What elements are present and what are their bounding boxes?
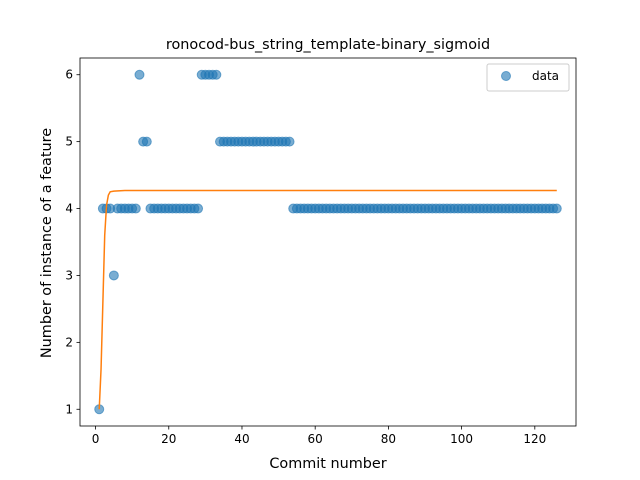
x-axis-label: Commit number xyxy=(269,456,386,472)
y-tick-label: 3 xyxy=(65,268,73,282)
data-point xyxy=(284,136,295,147)
data-point xyxy=(134,69,145,80)
x-tick-label: 20 xyxy=(161,432,176,446)
y-tick-label: 6 xyxy=(65,68,73,82)
data-point xyxy=(551,203,562,214)
x-tick-label: 80 xyxy=(381,432,396,446)
y-tick-label: 2 xyxy=(65,335,73,349)
x-tick-label: 60 xyxy=(308,432,323,446)
legend-marker-data xyxy=(501,71,511,81)
x-tick-label: 120 xyxy=(523,432,546,446)
data-point xyxy=(211,69,222,80)
y-tick-label: 5 xyxy=(65,135,73,149)
data-point xyxy=(108,270,119,281)
legend-label-data: data xyxy=(532,69,559,83)
x-tick-label: 40 xyxy=(234,432,249,446)
data-point xyxy=(193,203,204,214)
chart-title: ronocod-bus_string_template-binary_sigmo… xyxy=(166,37,490,53)
data-point xyxy=(130,203,141,214)
legend-box xyxy=(486,63,570,92)
data-point xyxy=(141,136,152,147)
fit-line xyxy=(98,189,557,410)
x-tick-label: 100 xyxy=(450,432,473,446)
y-axis-label: Number of instance of a feature xyxy=(39,128,55,358)
plot-area: 0 20 40 60 80 100 120 1 2 3 4 5 6 xyxy=(65,57,577,446)
axes-frame xyxy=(79,57,577,427)
y-tick-label: 1 xyxy=(65,402,73,416)
x-tick-label: 0 xyxy=(92,432,100,446)
legend: data xyxy=(486,63,570,92)
y-tick-label: 4 xyxy=(65,202,73,216)
